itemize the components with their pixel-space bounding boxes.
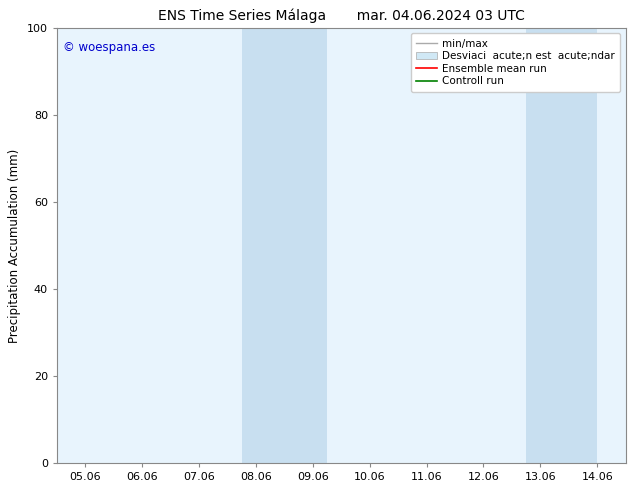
- Bar: [242, 28, 327, 463]
- Y-axis label: Precipitation Accumulation (mm): Precipitation Accumulation (mm): [8, 148, 22, 343]
- Title: ENS Time Series Málaga       mar. 04.06.2024 03 UTC: ENS Time Series Málaga mar. 04.06.2024 0…: [158, 8, 525, 23]
- Text: © woespana.es: © woespana.es: [63, 41, 155, 54]
- Legend: min/max, Desviaci  acute;n est  acute;ndar, Ensemble mean run, Controll run: min/max, Desviaci acute;n est acute;ndar…: [411, 33, 621, 92]
- Bar: [526, 28, 597, 463]
